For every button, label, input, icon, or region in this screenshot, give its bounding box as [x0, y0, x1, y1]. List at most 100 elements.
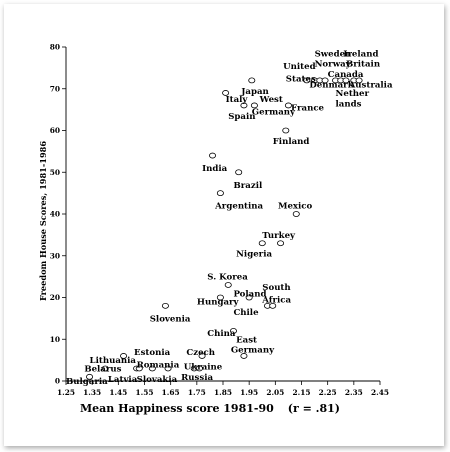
data-point — [258, 240, 266, 247]
data-point — [198, 353, 206, 359]
y-tick-label: 10 — [50, 335, 60, 344]
y-tick-label: 20 — [50, 293, 60, 302]
x-tick-label: 2.25 — [319, 388, 337, 397]
point-label: States — [286, 74, 316, 84]
y-tick-label: 30 — [50, 251, 60, 260]
data-point — [355, 77, 363, 84]
x-tick-label: 1.95 — [240, 388, 258, 397]
point-label: Spain — [228, 112, 256, 122]
point-label: East — [236, 335, 257, 345]
point-label: Belarus — [84, 364, 121, 374]
point-label: France — [291, 104, 325, 114]
point-label: Canada — [328, 70, 364, 80]
data-point — [135, 365, 143, 372]
data-point — [282, 127, 290, 134]
data-point — [292, 211, 300, 217]
y-axis-label: Freedom House Scores, 1981-1986 — [38, 141, 48, 301]
point-label: Mexico — [278, 202, 313, 212]
y-axis-ticks: 0 10 20 30 40 50 60 70 80 — [50, 43, 66, 386]
point-label: Italy — [226, 95, 249, 105]
x-tick-label: 1.45 — [109, 388, 127, 397]
y-tick-label: 40 — [50, 210, 60, 219]
point-label: Australia — [348, 81, 393, 91]
data-point — [120, 353, 128, 359]
data-point — [269, 302, 277, 309]
point-label: Ukraine — [184, 362, 223, 372]
x-tick-label: 1.35 — [83, 388, 101, 397]
point-label: Ireland — [343, 49, 378, 59]
data-point — [284, 102, 292, 109]
point-label: Nether — [336, 89, 370, 99]
data-point — [148, 365, 156, 372]
point-label: Denmark — [309, 81, 354, 91]
data-point — [224, 282, 232, 288]
x-axis-label: Mean Happiness score 1981-90 (r = .81) — [80, 402, 340, 415]
x-tick-label: 1.25 — [57, 388, 75, 397]
point-label: Estonia — [134, 348, 171, 358]
point-label: Lithuania — [90, 356, 137, 366]
data-point — [161, 302, 169, 309]
data-point — [245, 294, 253, 301]
point-label: Slovakia — [137, 375, 178, 385]
point-label: Finland — [273, 137, 310, 147]
data-point — [164, 365, 172, 372]
data-point — [195, 365, 203, 372]
data-point — [229, 327, 237, 334]
point-label: Norway — [315, 60, 352, 70]
data-points — [86, 77, 363, 380]
point-label: Czech — [186, 348, 215, 358]
point-label: Germany — [231, 346, 275, 356]
point-label: Nigeria — [236, 250, 272, 260]
point-label: Britain — [346, 60, 381, 70]
point-label: lands — [336, 99, 362, 109]
point-label: Romania — [137, 360, 180, 370]
x-tick-label: 1.55 — [135, 388, 153, 397]
point-label: Slovenia — [150, 314, 191, 324]
y-tick-label: 70 — [50, 84, 60, 93]
data-point — [222, 90, 230, 96]
x-tick-label: 2.15 — [292, 388, 310, 397]
y-tick-label: 60 — [50, 126, 60, 135]
y-tick-label: 0 — [55, 377, 60, 386]
data-point — [342, 77, 350, 84]
point-label: Hungary — [197, 298, 240, 308]
data-point — [216, 190, 224, 197]
data-point — [216, 294, 224, 301]
point-label: Turkey — [262, 231, 296, 241]
x-axis-ticks: 1.25 1.35 1.45 1.55 1.65 1.75 1.85 1.95 2.05 2.15… — [57, 381, 389, 397]
point-label: West — [259, 95, 283, 105]
data-point — [248, 77, 256, 84]
data-point — [86, 373, 94, 380]
point-label: Bulgaria — [66, 377, 108, 387]
data-point — [240, 102, 248, 109]
data-point — [250, 102, 258, 109]
point-label: S. Korea — [207, 273, 248, 283]
point-label: Brazil — [233, 181, 263, 191]
point-label: India — [202, 164, 228, 174]
x-tick-label: 2.05 — [266, 388, 284, 397]
point-label: Germany — [252, 108, 296, 118]
x-tick-label: 1.85 — [214, 388, 232, 397]
data-point — [303, 77, 311, 84]
data-point — [240, 353, 248, 359]
x-tick-label: 1.65 — [162, 388, 180, 397]
point-label: Argentina — [214, 202, 263, 212]
point-label: Sweden — [315, 49, 353, 59]
point-label: Poland — [233, 289, 266, 299]
data-point — [277, 240, 285, 247]
point-label: Chile — [233, 308, 259, 318]
y-tick-label: 50 — [50, 168, 60, 177]
x-tick-label: 2.45 — [371, 388, 389, 397]
data-point — [101, 365, 109, 372]
data-point — [235, 169, 243, 176]
point-label: Russia — [181, 373, 213, 383]
x-tick-label: 1.75 — [188, 388, 206, 397]
x-tick-label: 2.35 — [345, 388, 363, 397]
figure-frame — [4, 4, 444, 446]
y-tick-label: 80 — [50, 43, 60, 52]
data-point — [321, 77, 329, 84]
point-label: China — [207, 329, 236, 339]
point-label: Japan — [240, 87, 269, 97]
